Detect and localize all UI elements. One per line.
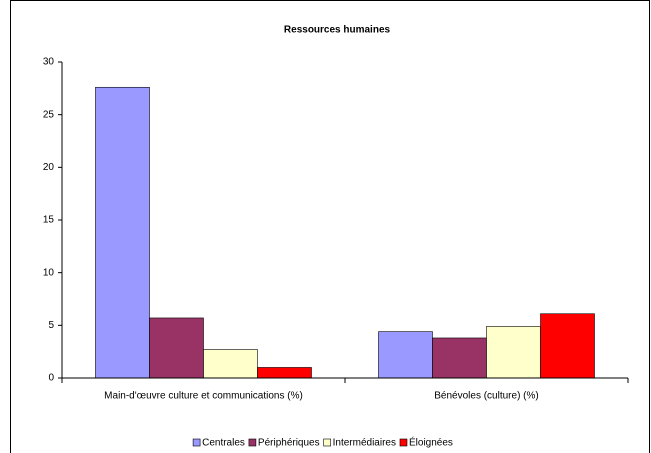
x-tick-label: Main-d'œuvre culture et communications (… [104,391,303,402]
bar [432,337,487,379]
legend: Centrales Périphériques Intermédiaires Éloi… [192,436,453,449]
legend-label: Périphériques [258,438,320,449]
legend-label: Éloignées [409,436,453,449]
y-tick-label: 0 [48,373,54,384]
y-tick-label: 20 [43,162,55,173]
legend-swatch [323,438,331,447]
bar [149,317,204,379]
y-tick-label: 10 [43,267,55,278]
x-tick-label: Bénévoles (culture) (%) [434,391,538,402]
bar [257,367,312,379]
legend-swatch [248,438,257,447]
y-tick-label: 5 [48,320,54,331]
y-tick-label: 25 [43,109,55,120]
legend-label: Centrales [202,438,245,449]
legend-swatch [192,438,201,447]
chart-title: Ressources humaines [284,25,391,36]
bar [378,331,433,379]
y-tick-label: 15 [43,215,55,226]
legend-swatch [399,438,408,447]
bar [203,349,258,379]
y-tick-label: 30 [43,57,55,68]
bar [95,86,150,379]
bar [486,326,541,379]
legend-label: Intermédiaires [333,438,396,449]
bar [540,313,595,379]
